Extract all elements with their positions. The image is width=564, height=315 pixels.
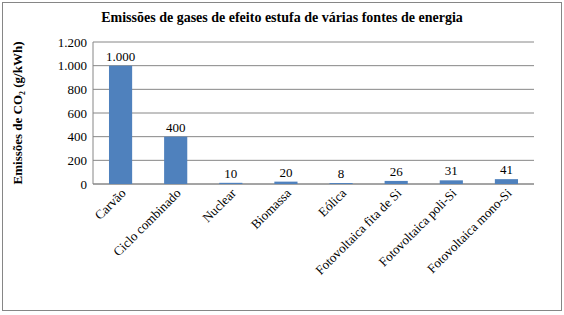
y-tick-label: 600 [68,106,88,121]
grid-line [93,42,534,43]
x-tick-label: Nuclear [199,185,239,225]
y-tick-label: 200 [68,153,88,168]
bar [385,181,408,184]
x-tick-label: Ciclo combinado [110,186,184,260]
x-axis-line [93,184,534,185]
y-tick-label: 400 [68,129,88,144]
bar [164,137,187,184]
data-label: 20 [279,165,292,180]
grid-line [93,65,534,66]
bars [109,66,518,184]
data-label: 10 [224,166,237,181]
grid [93,42,534,184]
data-label: 400 [166,120,186,135]
chart-title: Emissões de gases de efeito estufa de vá… [101,10,463,25]
bar [274,182,297,184]
data-label: 26 [390,164,404,179]
y-axis-label: Emissões de CO₂ (g/kWh) [10,42,25,185]
x-tick-label: Eólica [315,185,349,219]
bar [329,183,352,184]
y-tick-label: 1.000 [58,58,87,73]
grid-line [93,160,534,161]
chart-frame [3,3,562,311]
x-tick-label: Fotovoltaica mono-Si [424,185,515,276]
y-tick-label: 800 [68,82,88,97]
bar [495,179,518,184]
chart-container: Emissões de gases de efeito estufa de vá… [0,0,564,315]
bar [109,66,132,184]
grid-line [93,136,534,137]
y-tick-label: 0 [81,177,88,192]
data-label: 1.000 [106,49,135,64]
x-tick-label: Carvão [92,186,129,223]
bar [219,183,242,184]
data-label: 41 [500,162,513,177]
grid-line [93,89,534,90]
y-tick-label: 1.200 [58,35,87,50]
data-label: 31 [445,163,458,178]
data-label: 8 [338,166,345,181]
bar [440,180,463,184]
grid-line [93,113,534,114]
y-axis-line [93,42,94,184]
x-tick-label: Biomassa [248,185,295,232]
chart-svg: Emissões de gases de efeito estufa de vá… [0,0,564,315]
grid-line [93,184,534,185]
